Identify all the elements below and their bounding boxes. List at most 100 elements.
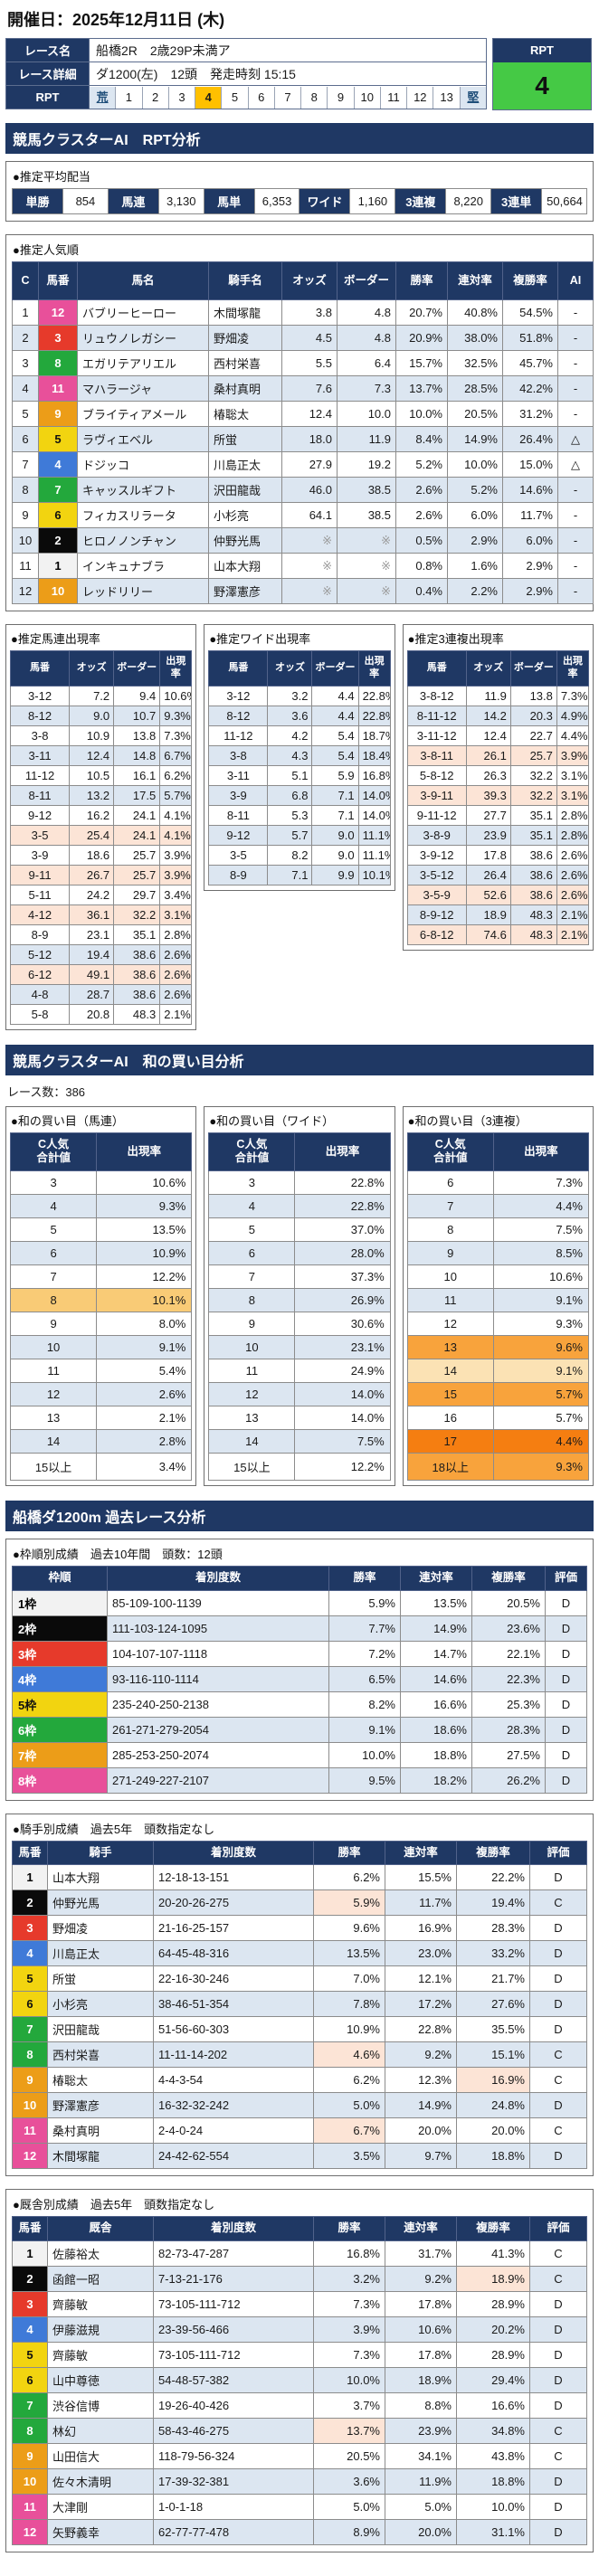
col-border: 10.7 (113, 705, 161, 726)
col-border: 24.1 (113, 824, 161, 846)
rpt-scale-cell[interactable]: 2 (141, 86, 168, 109)
col-border: 32.2 (509, 784, 557, 806)
col-popularity-sum: 7 (208, 1264, 296, 1289)
col-evaluation: D (529, 2016, 587, 2043)
rpt-scale-cell[interactable]: 10 (353, 86, 380, 109)
col-odds: 5.5 (281, 350, 338, 377)
race-name-label: レース名 (5, 38, 90, 62)
waku-header-row: 枠順 着別度数 勝率 連対率 複勝率 評価 (12, 1566, 587, 1591)
col-ai-mark: △ (557, 451, 594, 478)
payout-value: 854 (62, 188, 109, 214)
col-win-rate: 15.7% (395, 350, 448, 377)
rpt-scale-cell[interactable]: 8 (300, 86, 328, 109)
person-row: 3 野畑凌 21-16-25-157 9.6% 16.9% 28.3% D (12, 1915, 587, 1942)
stable-table: 馬番 厩舎 着別度数 勝率 連対率 複勝率 評価 1 佐藤裕太 82-73-47… (12, 2216, 587, 2545)
rpt-scale-cell[interactable]: 1 (115, 86, 142, 109)
rpt-scale-cell[interactable]: 5 (221, 86, 248, 109)
col-win-rate: 7.0% (313, 1965, 385, 1993)
col-odds: 19.4 (69, 943, 115, 965)
column-header: 馬番 (12, 2216, 48, 2241)
column-header: 厩舎 (47, 2216, 154, 2241)
col-finish-record: 1-0-1-18 (153, 2493, 314, 2520)
col-jockey-name: 木間塚龍 (208, 299, 282, 327)
col-odds: 7.6 (281, 375, 338, 402)
stable-header-row: 馬番 厩舎 着別度数 勝率 連対率 複勝率 評価 (12, 2216, 587, 2241)
col-horse-name: ドジッコ (77, 451, 209, 478)
col-odds: 18.6 (69, 844, 115, 866)
col-person-name: 椿聡太 (47, 2067, 154, 2094)
wa-row: 12 2.6% (9, 1382, 193, 1406)
col-occurrence-rate: 28.0% (294, 1241, 391, 1265)
wa-row: 3 10.6% (9, 1170, 193, 1195)
col-evaluation: D (529, 2092, 587, 2119)
col-combination: 3-11-12 (406, 724, 467, 746)
wa-row: 12 9.3% (406, 1312, 589, 1336)
rpt-scale-cell[interactable]: 9 (327, 86, 354, 109)
col-win-rate: 9.1% (328, 1716, 401, 1743)
col-win-rate: 2.6% (395, 477, 448, 504)
col-show-rate: 29.4% (456, 2366, 530, 2393)
col-border: 7.3 (337, 375, 396, 402)
col-horse-number: 9 (38, 401, 78, 428)
col-win-rate: 5.2% (395, 451, 448, 478)
col-occurrence-rate: 22.8% (294, 1170, 391, 1195)
col-border: 17.5 (113, 784, 161, 806)
col-border: 19.2 (337, 451, 396, 478)
col-evaluation: D (529, 2391, 587, 2419)
wa-row: 4 9.3% (9, 1194, 193, 1218)
col-border: 14.8 (113, 744, 161, 766)
occurrence-row: 8-12 9.0 10.7 9.3% (9, 705, 193, 726)
col-border: 9.0 (311, 844, 359, 866)
col-post-position: 1枠 (12, 1589, 108, 1616)
rpt-scale-cell[interactable]: 11 (379, 86, 407, 109)
rpt-scale-cell[interactable]: 13 (433, 86, 460, 109)
wa-row: 18以上 9.3% (406, 1453, 589, 1481)
col-quinella-rate: 20.0% (385, 2518, 457, 2545)
column-header: 馬番 (38, 260, 78, 301)
col-win-rate: 8.9% (313, 2518, 385, 2545)
wa-row: 14 7.5% (208, 1429, 391, 1454)
rpt-scale-cell[interactable]: 6 (247, 86, 274, 109)
col-quinella-rate: 17.8% (385, 2341, 457, 2368)
col-evaluation: D (529, 1864, 587, 1891)
popularity-row: 11 1 インキュナブラ 山本大翔 ※ ※ 0.8% 1.6% 2.9% - D (12, 553, 594, 580)
rpt-scale-cell[interactable]: 7 (273, 86, 301, 109)
waku-row: 4枠 93-116-110-1114 6.5% 14.6% 22.3% D (12, 1665, 587, 1692)
occurrence-row: 5-8 20.8 48.3 2.1% (9, 1003, 193, 1025)
wa-row: 6 7.3% (406, 1170, 589, 1195)
payout-label: 3連複 (395, 188, 447, 214)
col-quinella-rate: 23.0% (385, 1940, 457, 1967)
rpt-scale-cell[interactable]: 12 (406, 86, 433, 109)
col-show-rate: 31.1% (456, 2518, 530, 2545)
col-odds: 10.9 (69, 724, 115, 746)
occurrence-row: 9-11 26.7 25.7 3.9% (9, 864, 193, 886)
col-show-rate: 24.8% (456, 2092, 530, 2119)
col-win-rate: 6.2% (313, 2067, 385, 2094)
person-row: 6 小杉亮 38-46-51-354 7.8% 17.2% 27.6% D (12, 1991, 587, 2018)
col-quinella-rate: 14.9% (400, 1615, 472, 1642)
rpt-scale-cell[interactable]: 堅 (459, 86, 486, 109)
col-win-rate: 6.5% (328, 1665, 401, 1692)
col-evaluation: D (545, 1665, 587, 1692)
col-horse-name: ヒロノノンチャン (77, 527, 209, 554)
wa-row: 13 9.6% (406, 1335, 589, 1359)
rpt-scale-cell[interactable]: 3 (167, 86, 195, 109)
col-combination: 3-8-9 (406, 824, 467, 846)
col-border: 9.9 (311, 864, 359, 886)
col-person-name: 小杉亮 (47, 1991, 154, 2018)
col-combination: 6-8-12 (406, 923, 467, 945)
col-combination: 3-11 (208, 764, 269, 786)
col-border: 5.9 (311, 764, 359, 786)
col-occurrence-rate: 3.9% (159, 844, 193, 866)
rpt-scale-cell[interactable]: 4 (195, 86, 222, 109)
column-header: 騎手 (47, 1840, 154, 1866)
column-header: 馬名 (77, 260, 209, 301)
col-quinella-rate: 18.8% (400, 1741, 472, 1768)
occurrence-row: 9-12 16.2 24.1 4.1% (9, 804, 193, 826)
rpt-scale-cell[interactable]: 荒 (90, 86, 116, 109)
col-occurrence-rate: 30.6% (294, 1312, 391, 1336)
col-quinella-rate: 10.0% (447, 451, 503, 478)
col-person-name: 木間塚龍 (47, 2143, 154, 2170)
col-c-rank: 7 (12, 451, 39, 478)
col-horse-number: 9 (12, 2442, 48, 2469)
